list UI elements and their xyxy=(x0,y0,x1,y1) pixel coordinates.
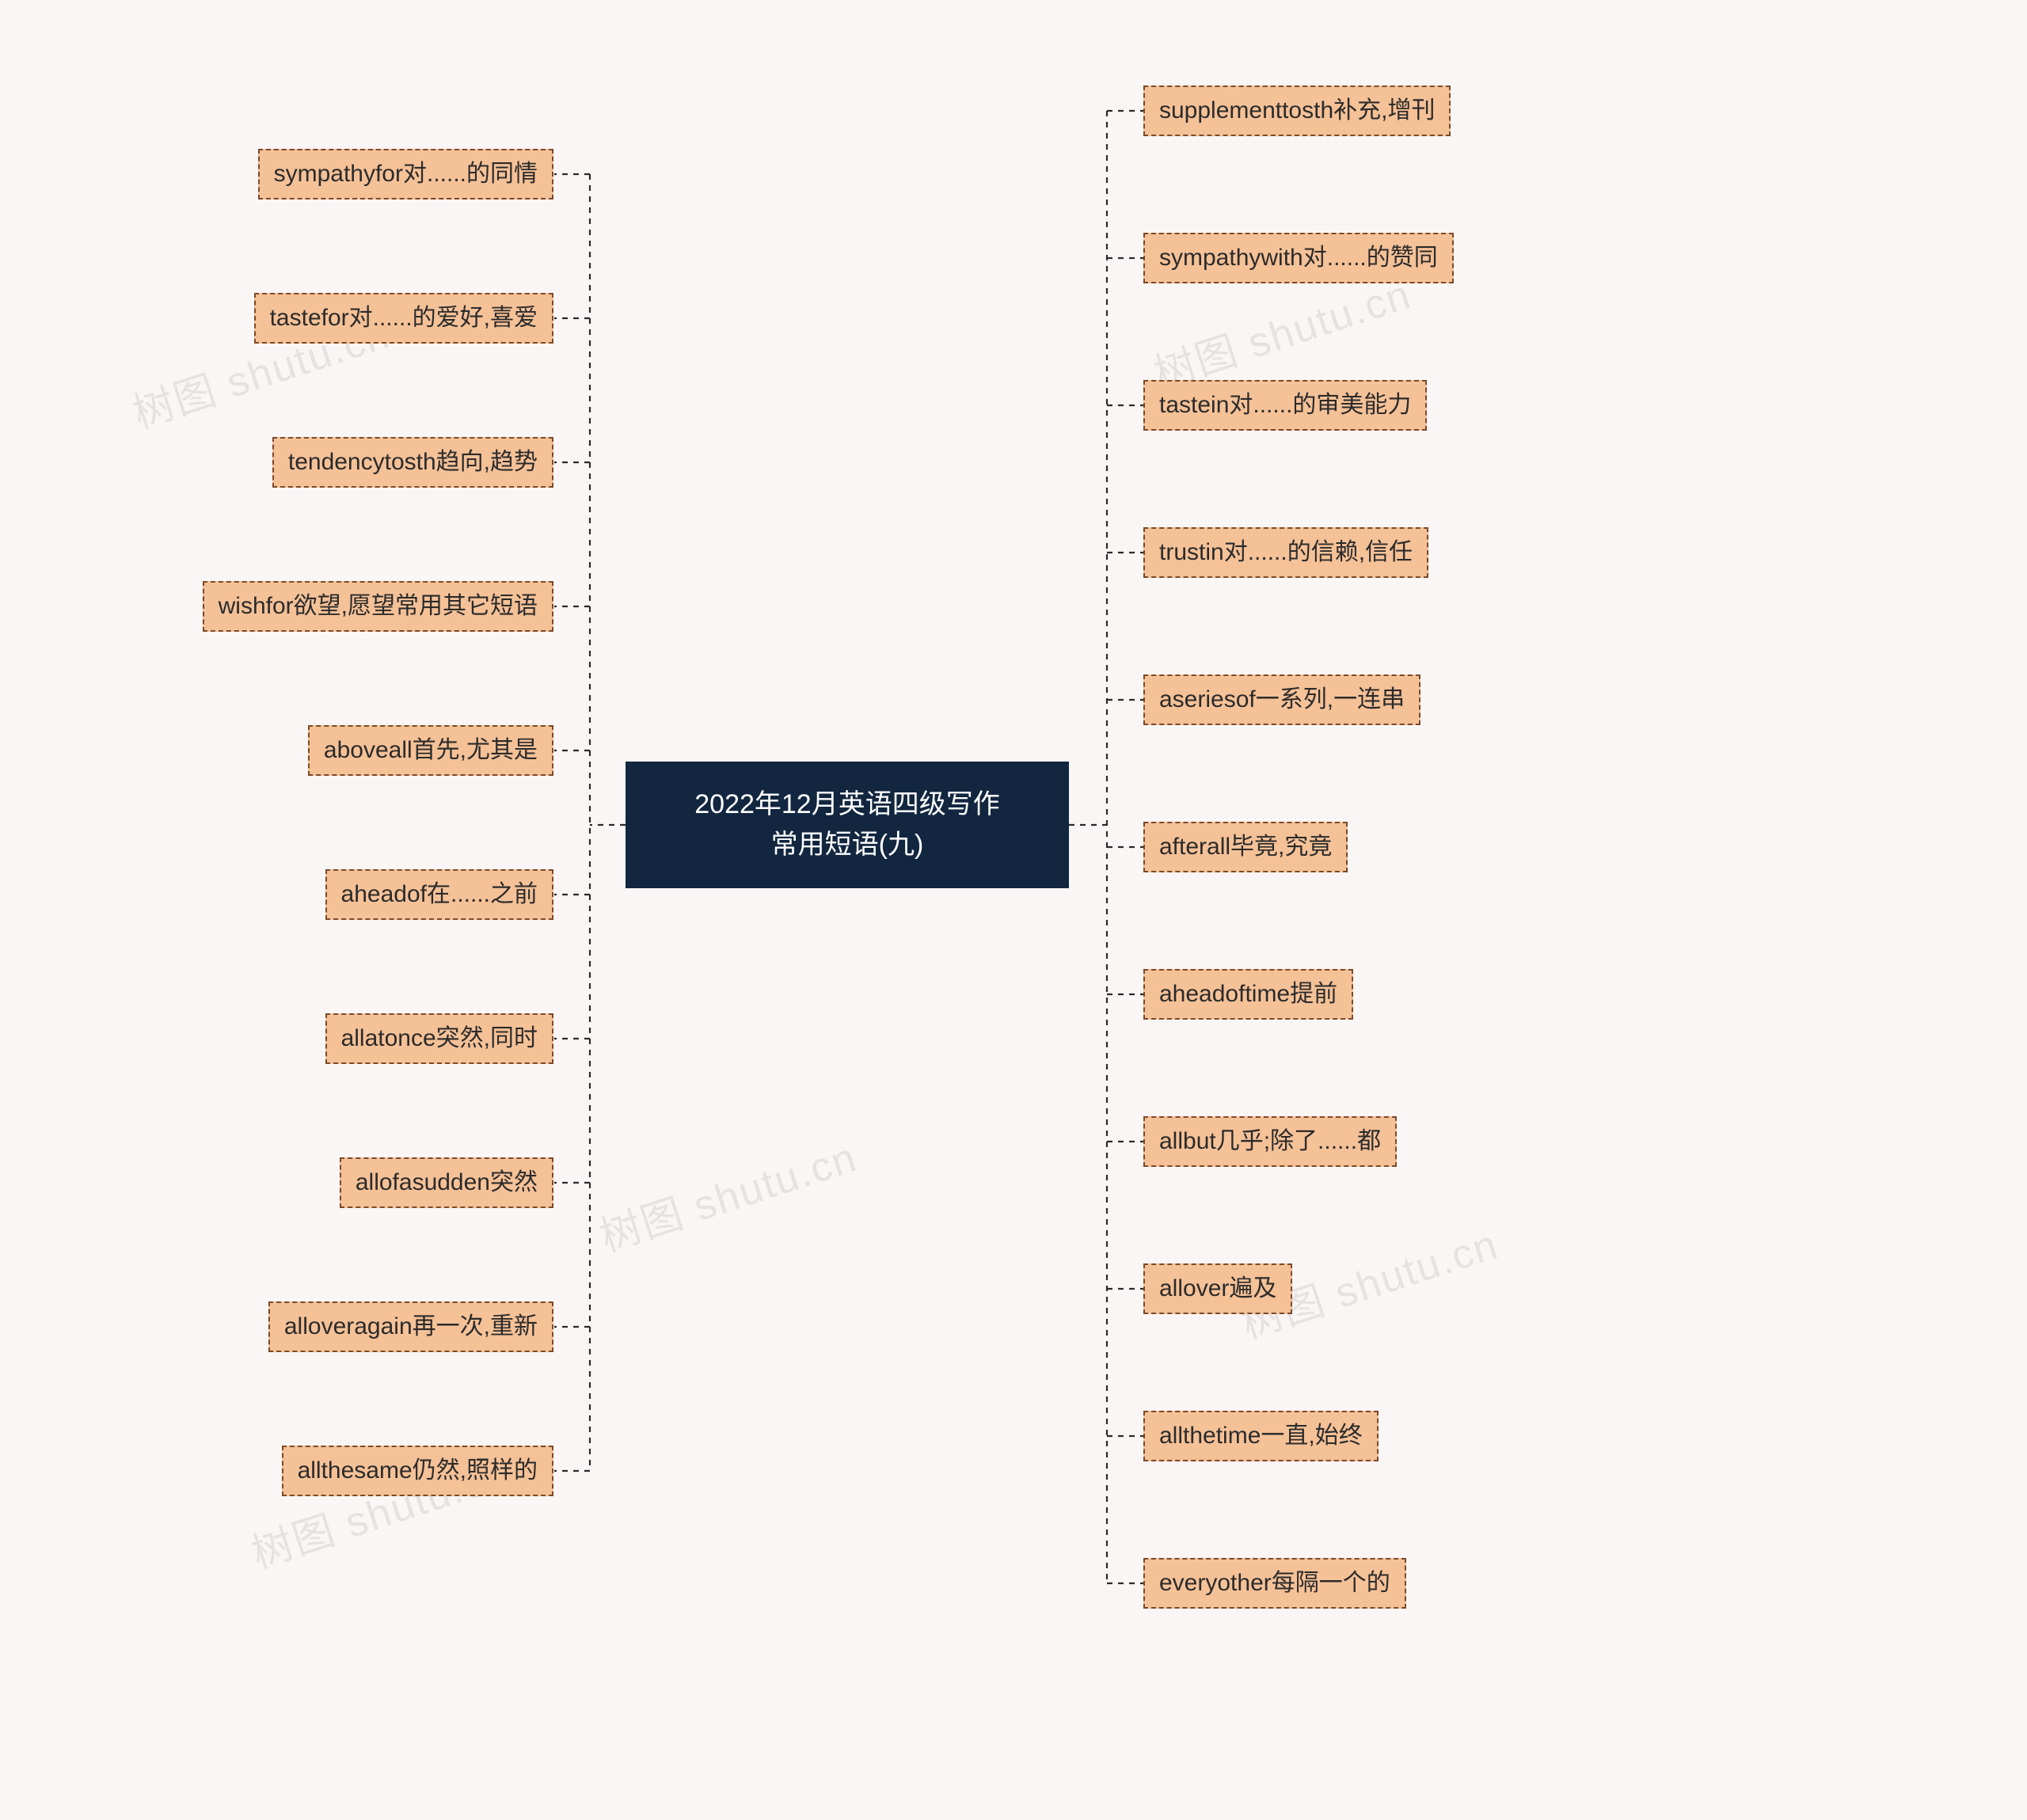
right-node: everyother每隔一个的 xyxy=(1143,1558,1406,1609)
mindmap-stage: 树图 shutu.cn树图 shutu.cn树图 shutu.cn树图 shut… xyxy=(0,0,2027,1820)
right-node: allover遍及 xyxy=(1143,1263,1292,1314)
left-node: aboveall首先,尤其是 xyxy=(308,725,553,776)
right-node: afterall毕竟,究竟 xyxy=(1143,822,1348,872)
right-node: allbut几乎;除了......都 xyxy=(1143,1116,1397,1167)
right-node: supplementtosth补充,增刊 xyxy=(1143,85,1451,136)
center-node: 2022年12月英语四级写作常用短语(九) xyxy=(626,762,1069,888)
left-node: tendencytosth趋向,趋势 xyxy=(272,437,553,488)
right-node: tastein对......的审美能力 xyxy=(1143,380,1427,431)
right-node: aseriesof一系列,一连串 xyxy=(1143,674,1420,725)
right-node: trustin对......的信赖,信任 xyxy=(1143,527,1428,578)
left-node: wishfor欲望,愿望常用其它短语 xyxy=(203,581,553,632)
left-node: tastefor对......的爱好,喜爱 xyxy=(254,293,553,344)
left-node: aheadof在......之前 xyxy=(325,869,553,920)
left-node: allofasudden突然 xyxy=(340,1157,553,1208)
connector-layer xyxy=(0,0,2027,1820)
left-node: allatonce突然,同时 xyxy=(325,1013,553,1064)
right-node: allthetime一直,始终 xyxy=(1143,1411,1379,1461)
right-node: aheadoftime提前 xyxy=(1143,969,1353,1020)
left-node: allthesame仍然,照样的 xyxy=(282,1446,553,1496)
left-node: alloveragain再一次,重新 xyxy=(268,1301,553,1352)
left-node: sympathyfor对......的同情 xyxy=(258,149,553,199)
right-node: sympathywith对......的赞同 xyxy=(1143,233,1454,283)
watermark: 树图 shutu.cn xyxy=(591,1124,864,1263)
